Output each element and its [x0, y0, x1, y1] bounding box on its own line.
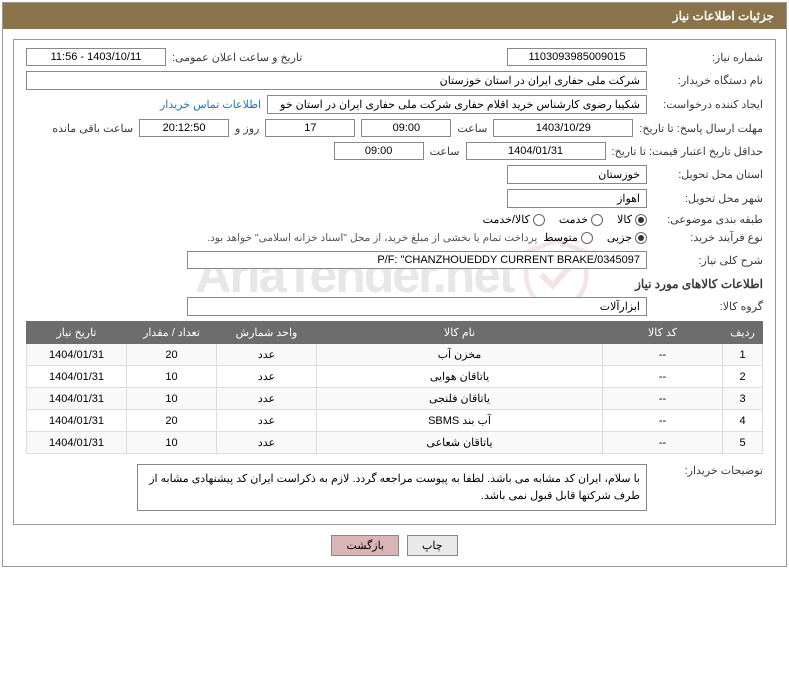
radio-minor[interactable] [635, 232, 647, 244]
table-cell: 3 [723, 388, 763, 410]
table-cell: عدد [217, 410, 317, 432]
radio-service[interactable] [591, 214, 603, 226]
table-cell: -- [603, 388, 723, 410]
goods-section-title: اطلاعات کالاهای مورد نیاز [26, 277, 763, 291]
table-cell: عدد [217, 344, 317, 366]
desc-label: شرح کلی نیاز: [653, 254, 763, 267]
remain-label: ساعت باقی مانده [52, 122, 133, 135]
th-date: تاریخ نیاز [27, 322, 127, 344]
table-cell: 1404/01/31 [27, 410, 127, 432]
days-value: 17 [265, 119, 355, 137]
print-button[interactable]: چاپ [407, 535, 458, 556]
days-and-label: روز و [235, 122, 259, 135]
buyer-notes-label: توضیحات خریدار: [653, 464, 763, 477]
goods-group-field: ابزارآلات [187, 297, 647, 316]
announce-label: تاریخ و ساعت اعلان عمومی: [172, 51, 302, 64]
buyer-notes: با سلام، ایران کد مشابه می باشد. لطفا به… [137, 464, 647, 511]
need-number-field: 1103093985009015 [507, 48, 647, 66]
delivery-city: اهواز [507, 189, 647, 208]
table-row: 5--یاتاقان شعاعیعدد101404/01/31 [27, 432, 763, 454]
buyer-org-field: شرکت ملی حفاری ایران در استان خوزستان [26, 71, 647, 90]
table-row: 1--مخزن آبعدد201404/01/31 [27, 344, 763, 366]
purchase-type-radio-group: جزیی متوسط [543, 231, 647, 244]
table-cell: 4 [723, 410, 763, 432]
table-cell: 1404/01/31 [27, 366, 127, 388]
table-cell: عدد [217, 366, 317, 388]
requester-field: شکیبا رضوی کارشناس خرید اقلام حفاری شرکت… [267, 95, 647, 114]
reply-deadline-time: 09:00 [361, 119, 451, 137]
desc-field: P/F: "CHANZHOUEDDY CURRENT BRAKE/0345097 [187, 251, 647, 269]
countdown: 20:12:50 [139, 119, 229, 137]
delivery-city-label: شهر محل تحویل: [653, 192, 763, 205]
time-label-1: ساعت [457, 122, 487, 135]
need-number-label: شماره نیاز: [653, 51, 763, 64]
table-cell: -- [603, 366, 723, 388]
table-cell: 1404/01/31 [27, 432, 127, 454]
time-label-2: ساعت [430, 145, 460, 158]
table-cell: 20 [127, 344, 217, 366]
table-cell: یاتاقان فلنجی [317, 388, 603, 410]
announce-field: 1403/10/11 - 11:56 [26, 48, 166, 66]
purchase-type-label: نوع فرآیند خرید: [653, 231, 763, 244]
table-cell: آب بند SBMS [317, 410, 603, 432]
buyer-org-label: نام دستگاه خریدار: [653, 74, 763, 87]
table-cell: 1404/01/31 [27, 388, 127, 410]
table-cell: یاتاقان شعاعی [317, 432, 603, 454]
category-radio-group: کالا خدمت کالا/خدمت [483, 213, 647, 226]
reply-deadline-date: 1403/10/29 [493, 119, 633, 137]
table-cell: -- [603, 344, 723, 366]
th-row: ردیف [723, 322, 763, 344]
table-cell: -- [603, 432, 723, 454]
th-unit: واحد شمارش [217, 322, 317, 344]
category-label: طبقه بندی موضوعی: [653, 213, 763, 226]
radio-goods[interactable] [635, 214, 647, 226]
th-qty: تعداد / مقدار [127, 322, 217, 344]
table-cell: 10 [127, 388, 217, 410]
purchase-note: پرداخت تمام یا بخشی از مبلغ خرید، از محل… [207, 232, 537, 244]
radio-medium-label: متوسط [543, 231, 578, 244]
table-cell: 2 [723, 366, 763, 388]
table-cell: 10 [127, 366, 217, 388]
table-cell: -- [603, 410, 723, 432]
goods-group-label: گروه کالا: [653, 300, 763, 313]
reply-deadline-label: مهلت ارسال پاسخ: تا تاریخ: [639, 122, 763, 135]
requester-label: ایجاد کننده درخواست: [653, 98, 763, 111]
th-name: نام کالا [317, 322, 603, 344]
price-validity-date: 1404/01/31 [466, 142, 606, 160]
table-cell: مخزن آب [317, 344, 603, 366]
table-row: 2--یاتاقان هواییعدد101404/01/31 [27, 366, 763, 388]
table-cell: 10 [127, 432, 217, 454]
table-cell: 5 [723, 432, 763, 454]
table-row: 3--یاتاقان فلنجیعدد101404/01/31 [27, 388, 763, 410]
radio-service-label: خدمت [559, 213, 588, 226]
radio-minor-label: جزیی [607, 231, 632, 244]
table-cell: عدد [217, 388, 317, 410]
delivery-province: خوزستان [507, 165, 647, 184]
back-button[interactable]: بازگشت [331, 535, 399, 556]
buyer-contact-link[interactable]: اطلاعات تماس خریدار [160, 98, 261, 111]
price-validity-time: 09:00 [334, 142, 424, 160]
table-cell: 20 [127, 410, 217, 432]
table-row: 4--آب بند SBMSعدد201404/01/31 [27, 410, 763, 432]
table-cell: 1 [723, 344, 763, 366]
table-cell: 1404/01/31 [27, 344, 127, 366]
table-cell: یاتاقان هوایی [317, 366, 603, 388]
delivery-province-label: استان محل تحویل: [653, 168, 763, 181]
price-validity-label: حداقل تاریخ اعتبار قیمت: تا تاریخ: [612, 145, 763, 158]
radio-medium[interactable] [581, 232, 593, 244]
panel-header: جزئیات اطلاعات نیاز [3, 3, 786, 29]
radio-goods-service[interactable] [533, 214, 545, 226]
goods-table: ردیف کد کالا نام کالا واحد شمارش تعداد /… [26, 321, 763, 454]
radio-goods-service-label: کالا/خدمت [483, 213, 530, 226]
th-code: کد کالا [603, 322, 723, 344]
table-cell: عدد [217, 432, 317, 454]
radio-goods-label: کالا [617, 213, 632, 226]
